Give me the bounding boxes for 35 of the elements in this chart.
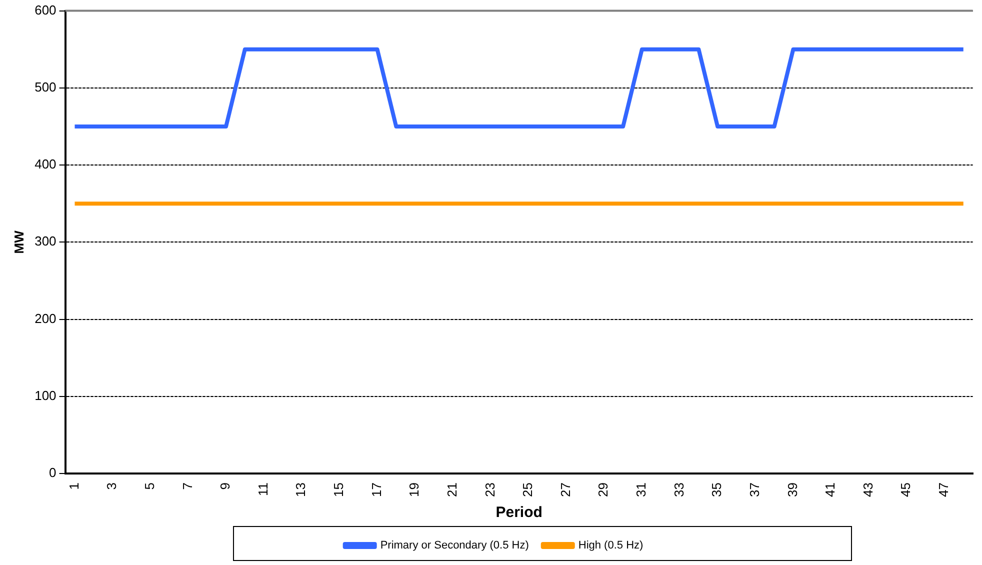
- x-tick-label: 31: [634, 482, 649, 498]
- x-tick-label: 15: [331, 482, 346, 498]
- x-tick-label: 9: [218, 482, 233, 490]
- x-tick-label: 45: [898, 482, 914, 498]
- x-tick-label: 1: [66, 482, 82, 490]
- x-tick-label: 5: [142, 482, 157, 490]
- x-axis-title: Period: [496, 504, 542, 522]
- legend-label: Primary or Secondary (0.5 Hz): [380, 540, 529, 552]
- x-tick-label: 37: [746, 482, 762, 498]
- x-tick-label: 7: [180, 482, 195, 490]
- x-tick-label: 35: [709, 482, 724, 498]
- x-tick-label: 47: [936, 482, 952, 498]
- x-tick-label: 29: [596, 482, 611, 498]
- y-tick-label: 500: [34, 80, 56, 94]
- x-tick-label: 25: [520, 482, 536, 498]
- y-tick-label: 200: [34, 310, 56, 326]
- y-tick-label: 400: [34, 156, 56, 172]
- y-tick-label: 600: [34, 2, 56, 18]
- x-tick-label: 3: [104, 482, 120, 490]
- x-tick-label: 27: [558, 482, 573, 498]
- x-tick-label: 17: [368, 482, 384, 498]
- x-tick-label: 43: [860, 482, 876, 498]
- x-tick-label: 11: [255, 482, 270, 496]
- x-tick-label: 13: [293, 482, 308, 498]
- x-tick-label: 23: [482, 482, 498, 498]
- x-tick-label: 41: [822, 482, 838, 498]
- y-tick-label: 100: [34, 388, 56, 403]
- legend-label: High (0.5 Hz): [578, 540, 644, 552]
- x-tick-label: 19: [406, 482, 422, 498]
- x-tick-label: 21: [444, 482, 460, 498]
- y-axis-title: MW: [11, 230, 26, 254]
- y-tick-label: 300: [34, 234, 56, 249]
- x-tick-label: 39: [784, 482, 800, 498]
- y-tick-label: 0: [49, 465, 56, 480]
- x-tick-label: 33: [671, 482, 686, 498]
